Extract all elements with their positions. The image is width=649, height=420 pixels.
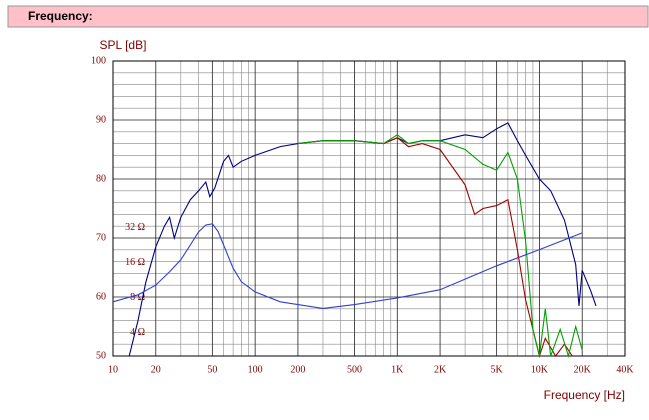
series-line bbox=[297, 134, 583, 359]
y-axis-label: SPL [dB] bbox=[100, 38, 147, 52]
series-line bbox=[128, 122, 597, 357]
x-tick-label: 200 bbox=[290, 364, 305, 375]
y-tick-label: 60 bbox=[96, 291, 106, 302]
x-tick-label: 500 bbox=[347, 364, 362, 375]
y-tick-label: 70 bbox=[96, 232, 106, 243]
header-bar bbox=[7, 5, 649, 28]
y-tick-label: 100 bbox=[91, 55, 106, 66]
y2-tick-label: 16 Ω bbox=[125, 257, 145, 268]
x-tick-label: 10 bbox=[108, 364, 118, 375]
y2-tick-label: 4 Ω bbox=[130, 327, 145, 338]
y2-tick-label: 8 Ω bbox=[130, 292, 145, 303]
x-tick-label: 10K bbox=[531, 364, 549, 375]
x-tick-label: 40K bbox=[616, 364, 634, 375]
y-tick-label: 80 bbox=[96, 173, 106, 184]
x-tick-label: 20K bbox=[574, 364, 592, 375]
series-line bbox=[112, 223, 583, 309]
x-tick-label: 20 bbox=[151, 364, 161, 375]
header-title: Frequency: bbox=[28, 9, 93, 23]
y-tick-label: 90 bbox=[96, 114, 106, 125]
x-tick-label: 2K bbox=[434, 364, 447, 375]
x-tick-label: 50 bbox=[207, 364, 217, 375]
x-axis-label: Frequency [Hz] bbox=[544, 388, 625, 402]
series-line bbox=[297, 137, 573, 358]
x-tick-label: 5K bbox=[491, 364, 504, 375]
y-tick-label: 50 bbox=[96, 350, 106, 361]
x-tick-label: 100 bbox=[248, 364, 263, 375]
plot-frame bbox=[112, 60, 626, 357]
y2-tick-label: 32 Ω bbox=[125, 222, 145, 233]
x-tick-label: 1K bbox=[391, 364, 404, 375]
